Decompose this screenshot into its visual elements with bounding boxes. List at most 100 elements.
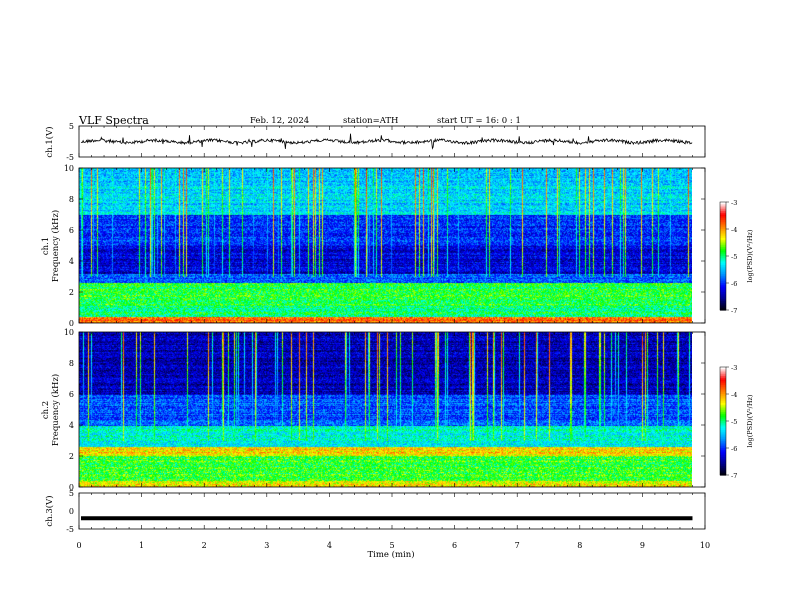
colorbar-cell: [720, 442, 726, 445]
freq-tick-label: 0: [69, 483, 74, 492]
ch3-y-tick-label: 5: [69, 489, 74, 498]
freq-tick-label: 10: [64, 164, 74, 173]
colorbar-cell: [720, 473, 726, 476]
colorbar-cell: [720, 379, 726, 382]
colorbar-cell: [720, 415, 726, 418]
colorbar-cell: [720, 263, 726, 266]
colorbar-cell: [720, 230, 726, 234]
colorbar-cell: [720, 212, 726, 216]
colorbar-tick-label: -4: [731, 391, 737, 399]
ch1-y-tick-label: -5: [66, 153, 74, 162]
colorbar-cell: [720, 419, 726, 422]
ch3-y-tick-label: 0: [69, 507, 74, 516]
time-tick-label: 1: [139, 541, 144, 550]
colorbar-cell: [720, 433, 726, 436]
time-tick-label: 4: [327, 541, 332, 550]
colorbar-cell: [720, 220, 726, 223]
colorbar-cell: [720, 431, 726, 435]
ch1-waveform-panel: 5 -5: [66, 122, 706, 162]
freq-tick-label: 6: [69, 390, 74, 399]
colorbar-cell: [720, 422, 726, 426]
colorbar-cell: [720, 392, 726, 395]
ch1-freq-label: Frequency (kHz): [50, 210, 61, 282]
colorbar-cell: [720, 437, 726, 440]
colorbar-cell: [720, 243, 726, 246]
colorbar-cell: [720, 297, 726, 300]
colorbar-cell: [720, 279, 726, 282]
colorbar-cell: [720, 216, 726, 219]
colorbar-tick-label: -3: [731, 364, 737, 372]
colorbar-cell: [720, 232, 726, 235]
colorbar-cell: [720, 428, 726, 431]
colorbar-cell: [720, 467, 726, 471]
colorbar-cell: [720, 455, 726, 458]
freq-tick-label: 6: [69, 226, 74, 235]
colorbar-cell: [720, 388, 726, 391]
colorbar-cell: [720, 248, 726, 252]
colorbar-cell: [720, 383, 726, 386]
colorbar-cell: [720, 241, 726, 244]
colorbar-cell: [720, 460, 726, 463]
colorbar-cell: [720, 229, 726, 232]
colorbar-cell: [720, 370, 726, 373]
colorbar-cell: [720, 448, 726, 451]
station-label: station=ATH: [343, 116, 398, 126]
ch1-volt-label: ch.1(V): [44, 126, 55, 157]
ch2-channel-label: ch.2: [41, 401, 51, 419]
time-tick-label: 8: [577, 541, 582, 550]
spectrogram-image: [79, 332, 692, 487]
colorbar-label: log(PSD)(V²/Hz): [746, 229, 754, 282]
colorbar-tick-label: -5: [731, 418, 737, 426]
time-tick-label: 5: [389, 541, 394, 550]
freq-tick-label: 10: [64, 328, 74, 337]
colorbar-tick-label: -6: [731, 445, 737, 453]
colorbar-cell: [720, 408, 726, 411]
colorbar-cell: [720, 234, 726, 237]
colorbar-cell: [720, 394, 726, 397]
colorbar-cell: [720, 203, 726, 207]
colorbar-cell: [720, 413, 726, 417]
colorbar-cell: [720, 250, 726, 253]
colorbar-cell: [720, 290, 726, 293]
colorbar-cell: [720, 286, 726, 289]
colorbar-cell: [720, 295, 726, 298]
colorbar-cell: [720, 207, 726, 210]
time-tick-label: 6: [452, 541, 457, 550]
colorbar-label: log(PSD)(V²/Hz): [746, 394, 754, 447]
colorbar-cell: [720, 209, 726, 212]
colorbar-cell: [720, 397, 726, 400]
time-tick-label: 7: [515, 541, 520, 550]
colorbars: -3 -4 -5 -6 -7 log(PSD)(V²/Hz) -3 -4 -5 -6 -7 log(P…: [719, 199, 754, 480]
spectrogram-image: [79, 168, 692, 323]
colorbar-cell: [720, 259, 726, 262]
colorbar-cell: [720, 288, 726, 291]
x-axis-label: Time (min): [367, 549, 414, 560]
colorbar-cell: [720, 236, 726, 239]
ch1-channel-label: ch.1: [41, 237, 51, 255]
colorbar-cell: [720, 464, 726, 467]
freq-tick-label: 8: [69, 195, 74, 204]
freq-tick-label: 0: [69, 319, 74, 328]
colorbar-cell: [720, 368, 726, 372]
figure-title: VLF Spectra: [78, 114, 149, 127]
colorbar-cell: [720, 471, 726, 474]
ch3-waveform-panel: 5 0 -5: [66, 489, 706, 534]
colorbar-cell: [720, 218, 726, 221]
colorbar-cell: [720, 245, 726, 248]
ch1-waveform-trace: [80, 133, 693, 150]
colorbar-cell: [720, 417, 726, 420]
colorbar-tick-label: -3: [731, 199, 737, 207]
colorbar-cell: [720, 446, 726, 449]
colorbar-cell: [720, 404, 726, 408]
time-tick-label: 2: [202, 541, 207, 550]
colorbar-cell: [720, 395, 726, 399]
colorbar-cell: [720, 421, 726, 424]
colorbar-cell: [720, 283, 726, 286]
colorbar-cell: [720, 238, 726, 241]
colorbar-cell: [720, 265, 726, 268]
ch2-freq-label: Frequency (kHz): [50, 374, 61, 446]
colorbar-cell: [720, 205, 726, 208]
colorbar-cell: [720, 252, 726, 255]
colorbar-cell: [720, 412, 726, 415]
